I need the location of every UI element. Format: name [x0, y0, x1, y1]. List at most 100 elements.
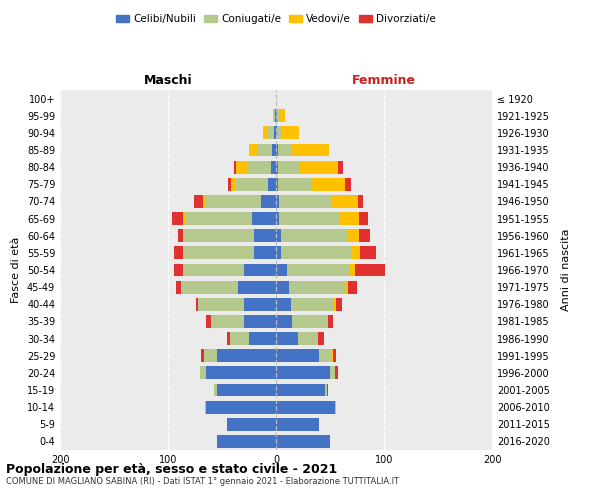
Bar	[274, 126, 276, 140]
Bar	[229, 178, 230, 190]
Bar	[360, 246, 376, 260]
Bar	[330, 366, 335, 380]
Bar	[196, 298, 198, 310]
Bar	[206, 366, 276, 380]
Bar	[244, 264, 276, 276]
Bar	[178, 230, 183, 242]
Bar	[333, 350, 337, 362]
Bar	[217, 350, 276, 362]
Bar	[261, 195, 276, 208]
Bar	[276, 298, 291, 310]
Bar	[298, 332, 317, 345]
Bar	[276, 110, 277, 122]
Bar	[254, 230, 276, 242]
Bar	[276, 195, 279, 208]
Bar	[335, 366, 338, 380]
Bar	[283, 126, 299, 140]
Bar	[291, 298, 334, 310]
Bar	[194, 195, 203, 208]
Bar	[268, 178, 276, 190]
Bar	[277, 126, 283, 140]
Bar	[247, 160, 271, 173]
Bar	[182, 280, 238, 293]
Bar	[273, 110, 274, 122]
Bar	[349, 264, 355, 276]
Bar	[238, 280, 276, 293]
Bar	[203, 350, 217, 362]
Bar	[183, 230, 184, 242]
Bar	[327, 315, 328, 328]
Bar	[230, 178, 236, 190]
Bar	[317, 332, 318, 345]
Bar	[349, 280, 357, 293]
Bar	[276, 366, 330, 380]
Bar	[328, 315, 333, 328]
Bar	[276, 126, 277, 140]
Bar	[175, 264, 183, 276]
Bar	[338, 160, 343, 173]
Bar	[236, 178, 268, 190]
Bar	[252, 212, 276, 225]
Bar	[278, 178, 311, 190]
Bar	[276, 144, 278, 156]
Text: Maschi: Maschi	[143, 74, 193, 86]
Bar	[359, 212, 368, 225]
Bar	[318, 332, 323, 345]
Bar	[276, 350, 319, 362]
Bar	[289, 280, 345, 293]
Bar	[274, 110, 275, 122]
Bar	[335, 400, 337, 413]
Bar	[183, 212, 185, 225]
Bar	[184, 246, 254, 260]
Bar	[358, 195, 364, 208]
Bar	[276, 400, 335, 413]
Bar	[275, 110, 276, 122]
Bar	[236, 160, 247, 173]
Bar	[203, 195, 205, 208]
Bar	[184, 230, 254, 242]
Bar	[325, 384, 327, 396]
Bar	[334, 298, 337, 310]
Text: COMUNE DI MAGLIANO SABINA (RI) - Dati ISTAT 1° gennaio 2021 - Elaborazione TUTTI: COMUNE DI MAGLIANO SABINA (RI) - Dati IS…	[6, 478, 399, 486]
Bar	[244, 315, 276, 328]
Bar	[249, 144, 257, 156]
Bar	[172, 212, 183, 225]
Bar	[279, 195, 331, 208]
Bar	[277, 110, 279, 122]
Bar	[176, 280, 181, 293]
Bar	[200, 366, 206, 380]
Bar	[183, 264, 184, 276]
Bar	[211, 315, 244, 328]
Bar	[214, 384, 217, 396]
Bar	[217, 435, 276, 448]
Bar	[276, 160, 278, 173]
Bar	[292, 315, 327, 328]
Bar	[272, 144, 276, 156]
Bar	[287, 264, 349, 276]
Bar	[254, 246, 276, 260]
Bar	[217, 384, 276, 396]
Bar	[206, 315, 211, 328]
Bar	[332, 350, 333, 362]
Bar	[276, 418, 319, 430]
Bar	[276, 212, 279, 225]
Bar	[279, 110, 284, 122]
Bar	[311, 178, 345, 190]
Legend: Celibi/Nubili, Coniugati/e, Vedovi/e, Divorziati/e: Celibi/Nubili, Coniugati/e, Vedovi/e, Di…	[112, 10, 440, 29]
Bar	[257, 144, 272, 156]
Bar	[205, 400, 206, 413]
Bar	[184, 264, 244, 276]
Bar	[276, 246, 281, 260]
Bar	[268, 126, 274, 140]
Bar	[276, 384, 325, 396]
Bar	[331, 195, 358, 208]
Bar	[276, 332, 298, 345]
Text: Femmine: Femmine	[352, 74, 416, 86]
Bar	[276, 230, 281, 242]
Bar	[249, 332, 276, 345]
Bar	[202, 350, 203, 362]
Bar	[349, 230, 359, 242]
Bar	[345, 178, 350, 190]
Bar	[276, 435, 330, 448]
Bar	[234, 160, 236, 173]
